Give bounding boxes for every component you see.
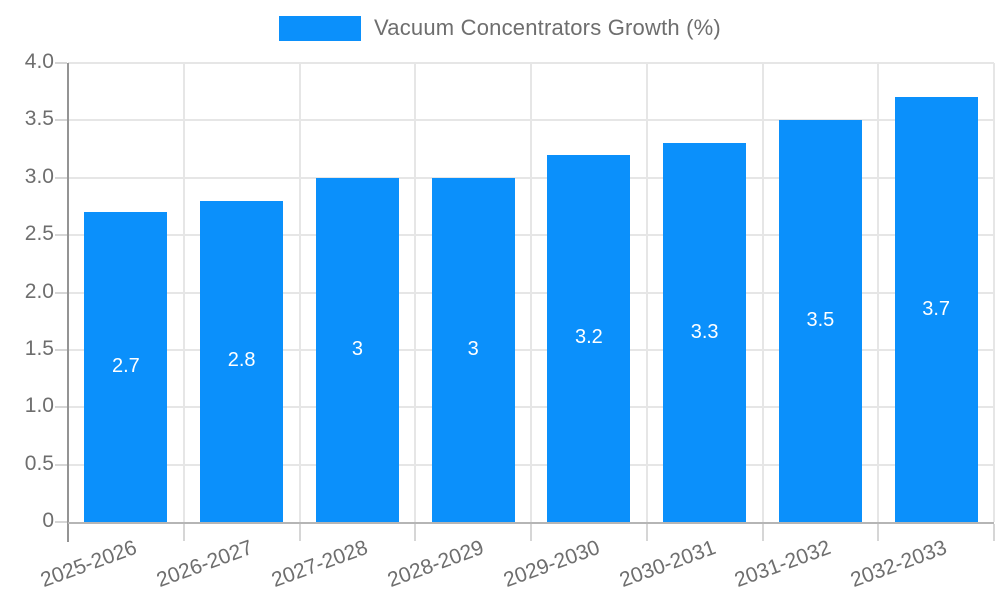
bar	[547, 154, 631, 522]
y-tick-label: 3.5	[24, 107, 54, 131]
x-gridline	[530, 63, 532, 522]
y-tick	[55, 463, 67, 466]
x-tick	[645, 524, 648, 541]
y-tick-label: 1.5	[24, 336, 54, 360]
x-tick	[298, 524, 301, 541]
y-tick-label: 3.0	[24, 164, 54, 188]
y-tick-label: 2.0	[24, 279, 54, 303]
bar	[778, 120, 862, 522]
bar-value-label: 2.7	[111, 355, 140, 378]
bar-value-label: 3.7	[922, 297, 951, 320]
y-tick-label: 4.0	[24, 50, 54, 73]
plot-area: 2.7 2.8 3 3 3.2 3.3 3.5 3.7	[55, 62, 995, 541]
bar-value-label: 3.5	[806, 309, 835, 332]
x-tick	[530, 524, 532, 541]
bar	[84, 212, 168, 522]
legend-swatch	[279, 15, 362, 41]
legend-label: Vacuum Concentrators Growth (%)	[374, 15, 721, 40]
bar-value-label: 3.2	[574, 326, 603, 349]
y-tick	[55, 348, 67, 351]
bar-value-label: 3.3	[690, 320, 719, 343]
y-tick-label: 0	[42, 509, 54, 532]
x-gridline	[877, 63, 880, 522]
x-gridline	[645, 63, 648, 522]
x-gridline	[993, 63, 995, 522]
x-gridline	[182, 63, 185, 522]
x-tick	[414, 524, 417, 541]
y-tick-label: 1.0	[24, 394, 54, 418]
x-axis-line	[68, 522, 994, 524]
y-tick	[55, 406, 67, 409]
y-tick	[55, 119, 67, 122]
x-tick	[993, 524, 995, 541]
y-tick	[55, 521, 67, 523]
y-tick	[55, 234, 67, 237]
bar	[200, 200, 284, 522]
bar-value-label: 3	[351, 337, 363, 360]
bar	[894, 97, 978, 522]
y-tick	[55, 62, 67, 64]
x-gridline	[414, 63, 417, 522]
y-tick-label: 2.5	[24, 222, 54, 246]
bar	[663, 143, 747, 522]
legend: Vacuum Concentrators Growth (%)	[0, 15, 1000, 41]
x-gridline	[298, 63, 301, 522]
bar	[431, 177, 515, 522]
x-gridline	[761, 63, 764, 522]
y-tick	[55, 176, 67, 179]
bar-value-label: 2.8	[227, 349, 256, 372]
y-axis-line	[67, 63, 69, 542]
x-tick	[761, 524, 764, 541]
y-tick	[55, 291, 67, 294]
x-tick	[182, 524, 185, 541]
bar-value-label: 3	[467, 337, 479, 360]
bar	[315, 177, 399, 522]
x-tick	[877, 524, 880, 541]
y-tick-label: 0.5	[24, 451, 54, 475]
